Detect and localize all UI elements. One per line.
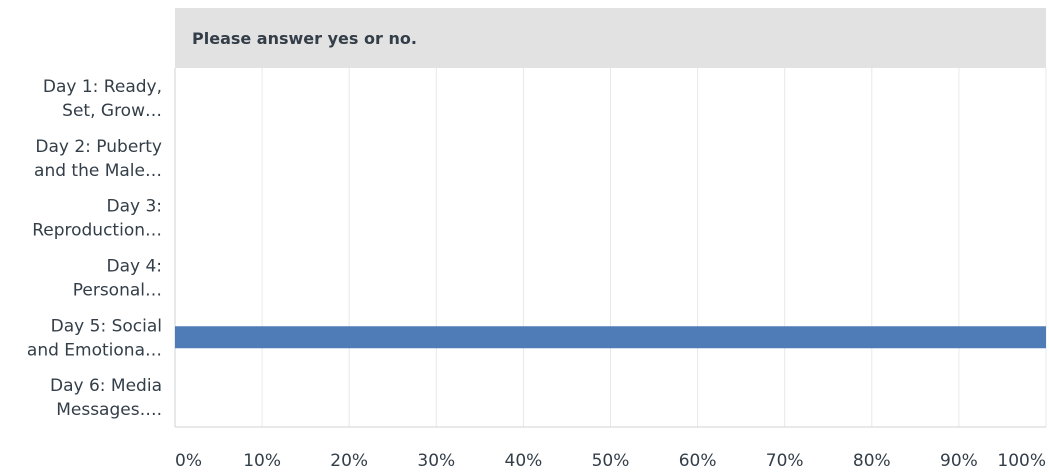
- category-label: Day 5: Social: [51, 316, 162, 336]
- category-label: Personal…: [73, 280, 162, 300]
- x-tick-label: 80%: [853, 451, 891, 471]
- x-tick-labels: 0% 10% 20% 30% 40% 50% 60% 70% 80% 90% 100%: [175, 451, 1046, 471]
- category-label: Day 1: Ready,: [43, 77, 162, 97]
- chart-header-background: [175, 8, 1046, 68]
- x-tick-label: 100%: [997, 451, 1046, 471]
- x-tick-label: 90%: [940, 451, 978, 471]
- gridlines: [174, 68, 1047, 427]
- bars: [175, 326, 1046, 349]
- chart-title: Please answer yes or no.: [192, 29, 417, 48]
- category-label: Day 3:: [106, 197, 162, 217]
- x-tick-label: 70%: [766, 451, 804, 471]
- x-tick-label: 40%: [505, 451, 543, 471]
- x-tick-label: 50%: [592, 451, 630, 471]
- category-labels: Day 1: Ready, Set, Grow… Day 2: Puberty and…: [27, 77, 162, 420]
- category-label: Day 6: Media: [50, 376, 162, 396]
- bar: [175, 326, 1046, 349]
- category-label: Day 2: Puberty: [35, 137, 162, 157]
- category-label: Reproduction…: [32, 221, 162, 241]
- category-label: and the Male…: [34, 161, 162, 181]
- category-label: Day 4:: [106, 256, 162, 276]
- category-label: and Emotiona…: [27, 340, 162, 360]
- x-tick-label: 30%: [417, 451, 455, 471]
- x-tick-label: 10%: [243, 451, 281, 471]
- x-tick-label: 60%: [679, 451, 717, 471]
- category-label: Set, Grow…: [62, 101, 162, 121]
- x-tick-label: 20%: [330, 451, 368, 471]
- x-tick-label: 0%: [175, 451, 202, 471]
- category-label: Messages….: [56, 400, 162, 420]
